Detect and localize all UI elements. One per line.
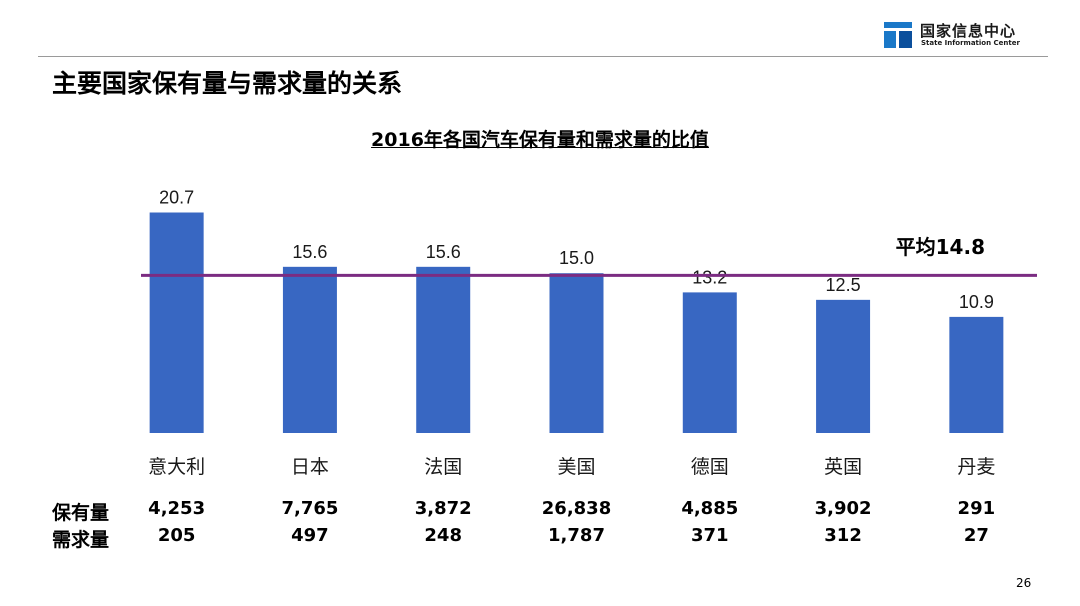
stock-value-cell: 7,765 (281, 498, 339, 519)
bar-3 (549, 273, 604, 433)
logo-mark-icon (884, 22, 912, 48)
bar-5 (816, 299, 871, 433)
demand-value-cell: 27 (963, 525, 989, 546)
demand-value-cell: 248 (424, 525, 462, 546)
category-label: 丹麦 (957, 456, 995, 478)
bar-4 (682, 292, 737, 433)
logo: 国家信息中心 State Information Center (884, 19, 1044, 51)
bar-value-label: 13.2 (692, 267, 727, 287)
bar-value-label: 15.0 (559, 248, 594, 268)
category-label: 德国 (691, 456, 729, 478)
average-line-label: 平均14.8 (896, 235, 985, 259)
stock-value-cell: 4,885 (681, 498, 739, 519)
bar-6 (949, 316, 1004, 433)
bar-value-label: 20.7 (159, 188, 194, 208)
stock-value-cell: 26,838 (541, 498, 612, 519)
chart-title: 2016年各国汽车保有量和需求量的比值 (371, 129, 709, 151)
logo-chinese-name: 国家信息中心 (920, 22, 1017, 40)
demand-value-cell: 312 (824, 525, 862, 546)
demand-value-cell: 1,787 (548, 525, 605, 546)
table-row-label-demand: 需求量 (52, 529, 110, 551)
category-label: 法国 (424, 456, 462, 478)
category-label: 日本 (291, 456, 329, 478)
stock-value-cell: 4,253 (148, 498, 206, 519)
bar-0 (149, 212, 204, 433)
page-title: 主要国家保有量与需求量的关系 (52, 69, 403, 98)
category-label: 意大利 (148, 456, 205, 478)
bar-1 (282, 266, 337, 433)
header-divider (38, 56, 1048, 57)
demand-value-cell: 371 (690, 525, 729, 546)
logo-english-name: State Information Center (921, 39, 1020, 47)
category-label: 美国 (557, 456, 595, 478)
page-number: 26 (1016, 576, 1032, 590)
bar-value-label: 15.6 (292, 242, 327, 262)
stock-value-cell: 3,902 (814, 498, 872, 519)
bar-2 (416, 266, 471, 433)
stock-value-cell: 3,872 (414, 498, 472, 519)
bar-value-label: 15.6 (426, 242, 461, 262)
table-row-label-stock: 保有量 (52, 502, 110, 524)
demand-value-cell: 497 (291, 525, 329, 546)
category-label: 英国 (824, 456, 862, 478)
bar-value-label: 12.5 (826, 275, 861, 295)
demand-value-cell: 205 (157, 525, 196, 546)
stock-value-cell: 291 (957, 498, 996, 519)
bar-value-label: 10.9 (959, 292, 994, 312)
